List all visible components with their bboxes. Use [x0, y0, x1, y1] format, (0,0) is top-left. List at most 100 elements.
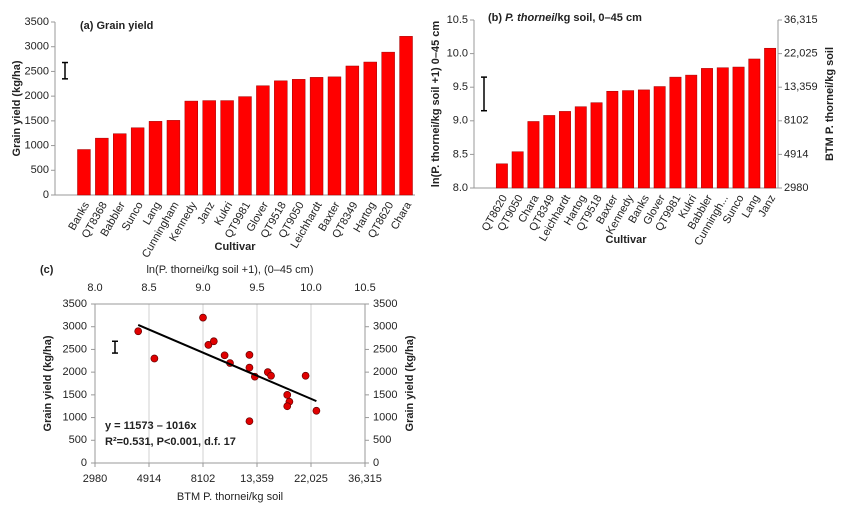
y2-tick-label: 3500 — [373, 298, 397, 310]
y2-tick-label: 8102 — [784, 115, 808, 127]
bar — [622, 90, 635, 189]
y2-tick-label: 3000 — [373, 321, 397, 333]
y-tick-label: 0 — [81, 457, 87, 469]
bar — [363, 61, 377, 196]
bar — [574, 106, 587, 189]
bar — [381, 51, 395, 196]
y-tick-label: 3000 — [25, 41, 49, 53]
bar — [732, 66, 745, 189]
data-point — [220, 351, 229, 360]
data-point — [267, 371, 275, 380]
y-tick-label: 2500 — [25, 65, 49, 77]
bar — [309, 77, 324, 196]
data-point — [209, 337, 218, 346]
data-point — [312, 406, 321, 415]
y2-tick-label: 4914 — [784, 148, 808, 160]
bar — [130, 127, 145, 196]
y-tick-label: 3500 — [25, 16, 49, 28]
x-axis-label: Cultivar — [606, 234, 648, 246]
bar — [220, 100, 234, 196]
bar — [511, 151, 524, 189]
data-point — [301, 371, 310, 380]
bar — [345, 65, 360, 196]
y2-axis-label: Grain yield (kg/ha) — [404, 335, 416, 431]
x-tick-label: 10.0 — [300, 282, 321, 294]
bar — [606, 90, 619, 189]
data-point — [245, 417, 254, 426]
x-tick-label: 10.5 — [354, 282, 375, 294]
bar — [399, 36, 413, 196]
x-tick-label: Janz — [756, 193, 778, 219]
bar — [166, 120, 181, 196]
panel-label: (c) — [40, 264, 54, 276]
y-tick-label: 9.0 — [453, 115, 468, 127]
y-axis-label: ln(P. thornei/kg soil +1) 0–45 cm — [430, 21, 442, 188]
bar — [113, 133, 127, 196]
y2-tick-label: 500 — [373, 434, 391, 446]
y-tick-label: 500 — [31, 164, 49, 176]
bar — [685, 74, 698, 189]
x-axis-label: Cultivar — [215, 241, 257, 253]
bar — [327, 76, 342, 196]
y-tick-label: 3000 — [63, 321, 87, 333]
y2-tick-label: 2980 — [784, 182, 808, 194]
y-tick-label: 2000 — [25, 90, 49, 102]
y2-tick-label: 13,359 — [784, 81, 818, 93]
bar — [716, 67, 729, 189]
bar — [95, 137, 109, 196]
y-tick-label: 9.5 — [453, 81, 468, 93]
error-bar — [112, 340, 118, 354]
bar — [637, 89, 650, 189]
x2-tick-label: 8102 — [191, 473, 215, 485]
bar — [77, 149, 91, 196]
bar — [274, 80, 288, 196]
bar — [653, 86, 666, 189]
title-part: P. thornei — [505, 12, 555, 24]
bar — [701, 68, 713, 189]
x-tick-label: 9.5 — [249, 282, 264, 294]
title-part: /kg soil, 0–45 cm — [554, 12, 642, 24]
x2-axis-label: BTM P. thornei/kg soil — [177, 491, 283, 503]
bar — [764, 47, 777, 189]
title-part: (b) — [488, 12, 505, 24]
y-tick-label: 3500 — [63, 298, 87, 310]
chart-title: (a) Grain yield — [80, 20, 153, 32]
bar — [559, 111, 571, 189]
x-tick-label: 8.5 — [141, 282, 156, 294]
y2-axis-label: BTM P. thornei/kg soil — [824, 47, 836, 161]
bar — [748, 58, 761, 189]
y-tick-label: 0 — [43, 189, 49, 201]
y2-tick-label: 36,315 — [784, 14, 818, 26]
y2-tick-label: 2500 — [373, 343, 397, 355]
data-point — [150, 354, 159, 363]
y2-tick-label: 22,025 — [784, 48, 818, 60]
data-point — [245, 363, 254, 372]
bar — [590, 102, 603, 189]
bar — [238, 96, 252, 196]
x2-tick-label: 4914 — [137, 473, 161, 485]
x2-tick-label: 22,025 — [294, 473, 328, 485]
x2-tick-label: 36,315 — [348, 473, 382, 485]
error-bar — [62, 61, 68, 80]
error-bar — [481, 76, 487, 112]
bar — [148, 121, 163, 196]
bar — [495, 163, 508, 189]
x-tick-label: 9.0 — [195, 282, 210, 294]
bar — [527, 121, 540, 189]
data-point — [283, 391, 292, 399]
data-point — [134, 327, 143, 336]
y-tick-label: 500 — [69, 434, 87, 446]
y-tick-label: 10.0 — [447, 48, 468, 60]
y2-tick-label: 0 — [373, 457, 379, 469]
y2-tick-label: 2000 — [373, 366, 397, 378]
chart-title: (b) P. thornei/kg soil, 0–45 cm — [488, 12, 642, 24]
annotation: y = 11573 – 1016x — [105, 420, 197, 432]
regression-line — [137, 324, 317, 403]
y-tick-label: 2500 — [63, 343, 87, 355]
bar — [291, 79, 306, 196]
bar — [543, 115, 556, 189]
bar — [256, 85, 270, 196]
data-point — [245, 351, 254, 359]
y-tick-label: 2000 — [63, 366, 87, 378]
data-point — [283, 402, 292, 411]
